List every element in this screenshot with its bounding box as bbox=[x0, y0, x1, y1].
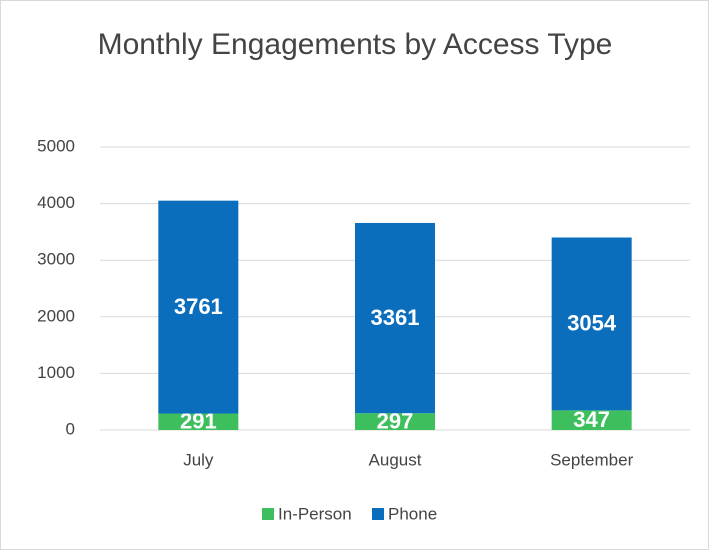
legend-label: In-Person bbox=[278, 504, 352, 523]
bar-segment bbox=[355, 222, 435, 414]
y-tick-label: 0 bbox=[66, 419, 75, 438]
data-label: 3054 bbox=[567, 311, 617, 336]
data-label: 347 bbox=[573, 407, 610, 432]
legend-swatch bbox=[372, 508, 384, 520]
x-tick-label: September bbox=[550, 450, 633, 469]
bar-segment bbox=[551, 410, 632, 430]
legend-swatch bbox=[262, 508, 274, 520]
x-tick-label: July bbox=[183, 450, 214, 469]
chart-title: Monthly Engagements by Access Type bbox=[97, 28, 613, 61]
y-tick-label: 1000 bbox=[37, 363, 75, 382]
bar-segment bbox=[551, 237, 632, 411]
y-tick-label: 5000 bbox=[37, 136, 75, 155]
x-tick-label: August bbox=[369, 450, 422, 469]
data-label: 3761 bbox=[174, 294, 223, 319]
y-tick-label: 4000 bbox=[37, 193, 75, 212]
bar-segment bbox=[158, 413, 239, 430]
bar-segment bbox=[355, 413, 435, 430]
data-label: 3361 bbox=[371, 305, 420, 330]
y-tick-label: 2000 bbox=[37, 306, 75, 325]
legend-label: Phone bbox=[388, 504, 437, 523]
bar-segment bbox=[158, 200, 239, 414]
y-tick-label: 3000 bbox=[37, 250, 75, 269]
